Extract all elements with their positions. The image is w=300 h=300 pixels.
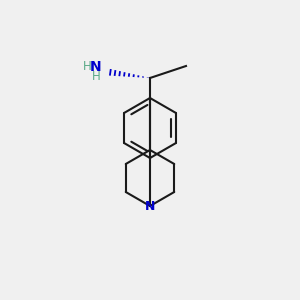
Text: H: H (92, 70, 100, 83)
Text: H: H (82, 61, 91, 74)
Text: N: N (90, 60, 102, 74)
Text: N: N (145, 200, 155, 212)
